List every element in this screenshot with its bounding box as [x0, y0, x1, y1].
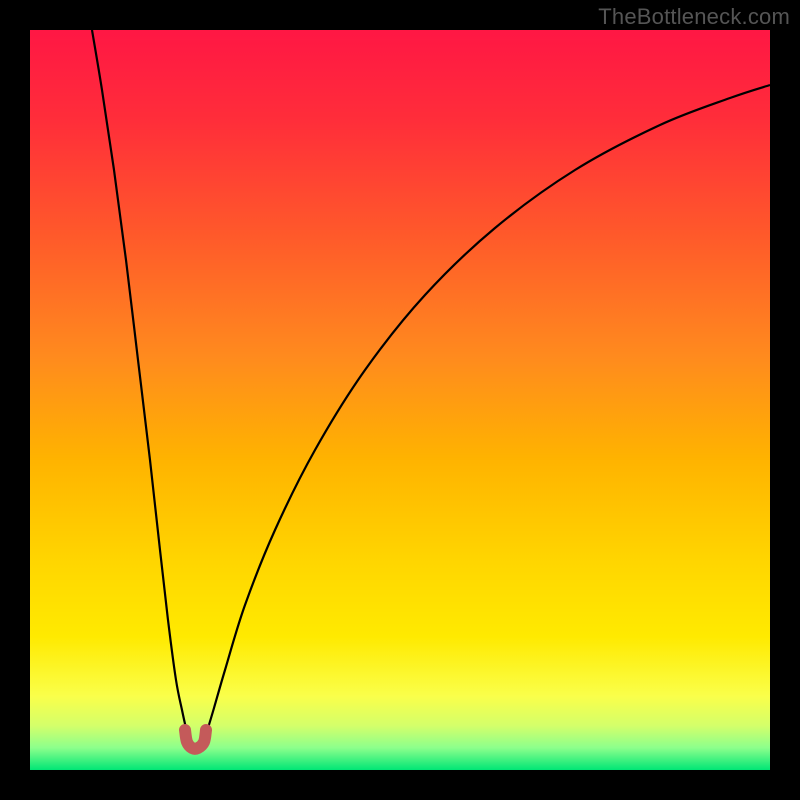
chart-container: TheBottleneck.com [0, 0, 800, 800]
gradient-plot-area [30, 30, 770, 770]
watermark-text: TheBottleneck.com [598, 4, 790, 30]
bottleneck-curve-chart [0, 0, 800, 800]
